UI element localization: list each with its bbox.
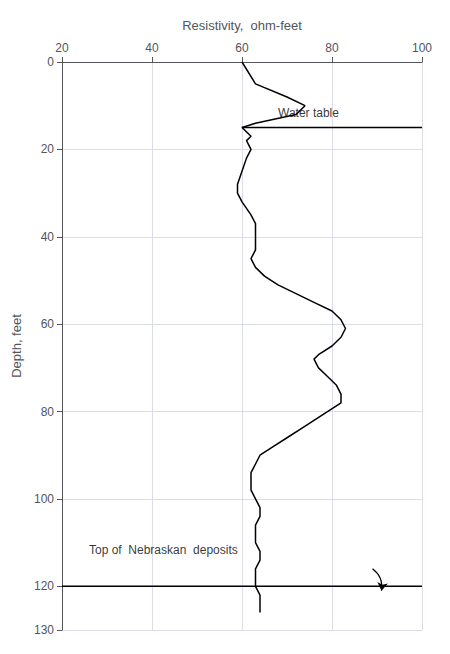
svg-text:20: 20 <box>41 142 55 156</box>
svg-text:Depth, feet: Depth, feet <box>9 314 24 378</box>
svg-text:Top of Nebraskan deposits: Top of Nebraskan deposits <box>89 543 238 557</box>
svg-text:40: 40 <box>145 41 159 55</box>
svg-text:100: 100 <box>34 492 54 506</box>
svg-text:40: 40 <box>41 230 55 244</box>
svg-text:60: 60 <box>41 317 55 331</box>
svg-text:0: 0 <box>47 55 54 69</box>
svg-text:120: 120 <box>34 579 54 593</box>
svg-text:130: 130 <box>34 623 54 637</box>
svg-text:80: 80 <box>325 41 339 55</box>
svg-text:80: 80 <box>41 405 55 419</box>
svg-text:20: 20 <box>55 41 69 55</box>
svg-text:60: 60 <box>235 41 249 55</box>
svg-text:Water table: Water table <box>278 106 339 120</box>
svg-text:100: 100 <box>412 41 432 55</box>
svg-text:Resistivity, ohm-feet: Resistivity, ohm-feet <box>182 18 302 33</box>
